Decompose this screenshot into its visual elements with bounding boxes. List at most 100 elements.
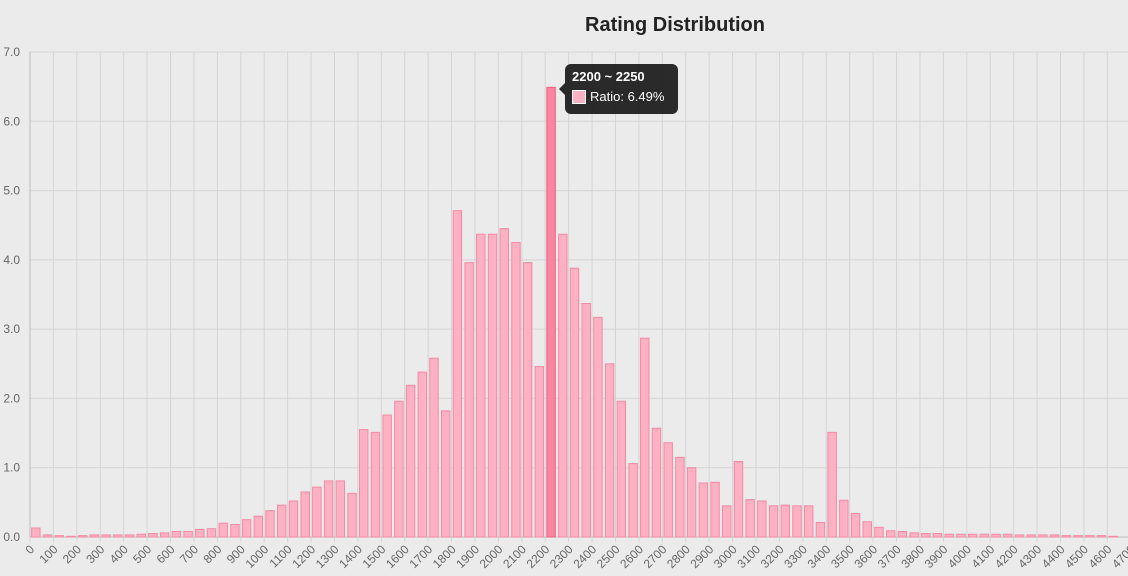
bar[interactable] [206, 528, 217, 538]
bar[interactable] [1096, 535, 1107, 538]
bar[interactable] [745, 499, 755, 538]
bar[interactable] [885, 530, 896, 538]
bar[interactable] [440, 410, 451, 538]
bar[interactable] [733, 460, 744, 538]
bar[interactable] [944, 533, 954, 538]
bar[interactable] [640, 337, 650, 538]
bar[interactable] [42, 534, 53, 538]
bar[interactable] [722, 505, 732, 538]
bar[interactable] [54, 535, 64, 538]
bar[interactable] [850, 512, 861, 538]
bar[interactable] [476, 233, 486, 538]
bar[interactable] [66, 535, 76, 538]
bar[interactable] [593, 316, 603, 538]
bar[interactable] [370, 431, 381, 538]
bar[interactable] [803, 505, 814, 538]
bar[interactable] [429, 357, 439, 538]
bar[interactable] [31, 527, 41, 538]
bar[interactable] [569, 267, 580, 538]
bar[interactable] [499, 228, 509, 538]
bar[interactable] [347, 492, 357, 538]
bar[interactable] [1085, 535, 1095, 538]
bar[interactable] [288, 500, 299, 538]
bar[interactable] [921, 533, 931, 538]
bar[interactable] [792, 505, 802, 538]
bar[interactable] [534, 366, 545, 538]
bar[interactable] [101, 534, 111, 538]
bar[interactable] [675, 456, 685, 538]
bar[interactable] [323, 480, 334, 538]
bar[interactable] [628, 463, 638, 538]
bar[interactable] [1014, 534, 1025, 538]
bar[interactable] [382, 414, 392, 538]
bar[interactable] [113, 534, 123, 538]
bar[interactable] [265, 510, 275, 538]
bar[interactable] [1049, 534, 1060, 538]
bar[interactable] [148, 533, 158, 538]
bar[interactable] [1061, 535, 1072, 538]
bar[interactable] [89, 534, 100, 538]
bar[interactable] [1026, 534, 1036, 538]
bar[interactable] [780, 504, 791, 538]
bar[interactable] [241, 519, 252, 538]
bar[interactable] [312, 486, 322, 538]
bar[interactable] [663, 442, 673, 538]
bar[interactable] [77, 535, 88, 538]
x-tick-label: 3100 [734, 542, 763, 571]
bar[interactable] [827, 431, 837, 538]
bar[interactable] [710, 481, 720, 538]
bar[interactable] [839, 499, 849, 538]
x-tick-label: 2000 [477, 542, 506, 571]
x-tick-label: 2200 [524, 542, 553, 571]
bar[interactable] [452, 210, 463, 538]
bar[interactable] [464, 262, 474, 538]
bar[interactable] [897, 530, 908, 538]
bar[interactable] [218, 522, 228, 538]
bar[interactable] [815, 521, 826, 538]
bar[interactable] [862, 521, 872, 538]
bar[interactable] [956, 533, 966, 538]
x-tick-label: 3500 [828, 542, 857, 571]
bar[interactable] [581, 303, 591, 538]
bar[interactable] [1073, 535, 1083, 538]
bar[interactable] [1108, 535, 1118, 538]
bar[interactable] [979, 533, 990, 538]
bar[interactable] [487, 233, 498, 538]
bar[interactable] [394, 400, 404, 538]
bar[interactable] [253, 515, 264, 538]
bar[interactable] [1038, 534, 1048, 538]
bar[interactable] [124, 534, 135, 538]
bar[interactable] [359, 429, 369, 538]
bar[interactable] [698, 482, 709, 538]
x-tick-label: 2800 [664, 542, 693, 571]
bar[interactable] [511, 242, 521, 538]
bar[interactable] [405, 384, 416, 538]
bar-highlighted[interactable] [546, 86, 556, 538]
bar[interactable] [195, 528, 205, 538]
bar[interactable] [651, 427, 662, 538]
bar[interactable] [300, 491, 310, 538]
bar[interactable] [768, 505, 779, 538]
bar[interactable] [230, 524, 240, 538]
bar[interactable] [909, 532, 919, 538]
bar[interactable] [171, 530, 182, 538]
bar[interactable] [1003, 533, 1013, 538]
bar[interactable] [686, 467, 697, 538]
bar[interactable] [616, 400, 627, 538]
bar[interactable] [932, 533, 943, 538]
bar[interactable] [183, 530, 193, 538]
bar[interactable] [874, 526, 884, 538]
bar[interactable] [136, 533, 146, 538]
bar[interactable] [558, 233, 568, 538]
bar[interactable] [277, 504, 287, 538]
x-tick-label: 4600 [1086, 542, 1115, 571]
bar[interactable] [967, 533, 978, 538]
bar[interactable] [335, 480, 346, 538]
x-tick-label: 3400 [805, 542, 834, 571]
bar[interactable] [522, 262, 533, 538]
bar[interactable] [991, 533, 1001, 538]
bar[interactable] [757, 500, 767, 538]
bar[interactable] [604, 363, 615, 538]
bar[interactable] [159, 532, 170, 538]
bar[interactable] [417, 371, 428, 538]
